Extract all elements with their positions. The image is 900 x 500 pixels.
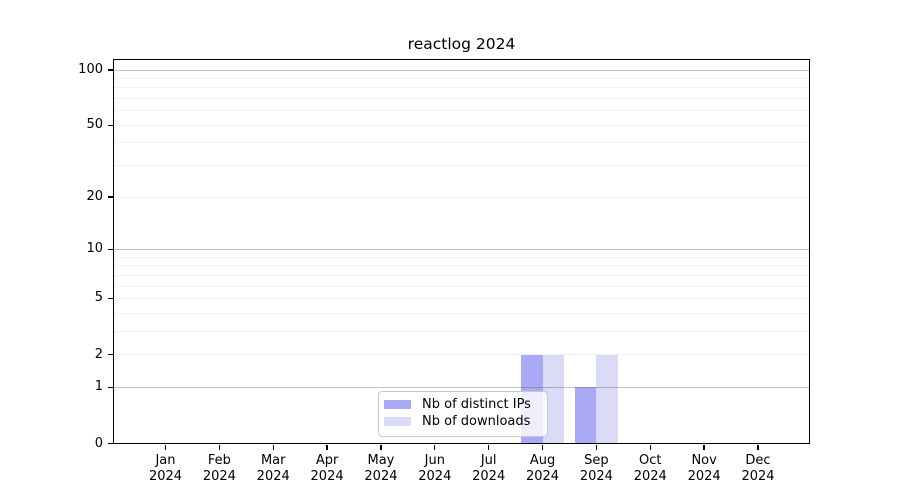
legend-label-downloads: Nb of downloads [422,414,531,429]
gridline-minor [113,142,810,144]
gridline-minor [113,274,810,276]
x-axis-tick-label: Jul 2024 [472,452,506,484]
gridline-minor [113,312,810,314]
x-axis-tick [164,445,167,450]
y-axis-tick [107,297,113,300]
legend-label-distinct-ips: Nb of distinct IPs [422,397,531,412]
x-axis-tick [595,445,598,450]
gridline-major [113,69,810,71]
y-axis-tick-label: 5 [94,290,103,306]
gridline-minor [113,330,810,332]
y-axis-tick-label: 100 [78,62,103,77]
gridline-minor [113,196,810,198]
x-axis-tick [488,445,490,450]
bar-distinct-ips [574,387,597,444]
x-axis-tick [218,445,220,450]
gridline-minor [113,110,810,112]
gridline-minor [113,265,810,267]
x-axis-tick [272,445,274,450]
y-axis-tick [107,353,113,356]
y-axis-tick-label: 10 [86,241,103,257]
legend-swatch-distinct-ips [384,399,411,410]
bar-downloads [596,354,619,444]
x-axis-tick [703,445,705,450]
x-axis-tick [434,445,436,450]
gridline-minor [113,354,810,356]
y-axis-tick [107,248,113,251]
legend-swatch-downloads [384,416,411,427]
x-axis-tick-label: Feb 2024 [202,452,236,484]
y-axis-tick [107,386,113,389]
x-axis-tick-label: Apr 2024 [310,452,344,484]
x-axis-tick-label: May 2024 [364,452,398,484]
y-axis-tick-label: 50 [86,117,103,133]
gridline-minor [113,124,810,126]
legend: Nb of distinct IPs Nb of downloads [378,391,548,437]
chart-title: reactlog 2024 [407,35,516,53]
x-axis-tick-label: Oct 2024 [633,452,667,484]
gridline-minor [113,165,810,167]
y-axis-tick [107,196,113,198]
x-axis-tick-label: Aug 2024 [525,452,560,484]
x-axis-tick [757,445,759,450]
x-axis-tick-label: Jun 2024 [418,452,452,484]
gridline-minor [113,98,810,100]
legend-item-downloads: Nb of downloads [379,413,547,430]
gridline-minor [113,256,810,258]
x-axis-tick [326,445,328,450]
y-axis-tick [107,442,113,445]
y-axis-tick-label: 20 [86,189,103,205]
x-axis-tick [380,445,382,450]
y-axis-tick-label: 1 [94,379,103,395]
gridline-minor [113,87,810,89]
y-axis-tick-label: 0 [94,435,103,451]
y-axis-tick [107,69,113,71]
x-axis-tick-label: Dec 2024 [741,452,775,484]
gridline-minor [113,297,810,299]
x-axis-tick-label: Sep 2024 [579,452,613,484]
gridline-minor [113,77,810,79]
x-axis-tick [541,445,544,450]
gridline-major [113,386,810,388]
gridline-major [113,248,810,250]
legend-item-distinct-ips: Nb of distinct IPs [379,396,547,413]
x-axis-tick-label: Jan 2024 [148,452,183,484]
x-axis-tick [649,445,651,450]
y-axis-tick [107,124,113,126]
x-axis-tick-label: Mar 2024 [256,452,290,484]
y-axis-tick-label: 2 [94,346,103,362]
x-axis-tick-label: Nov 2024 [687,452,721,484]
gridline-minor [113,285,810,287]
